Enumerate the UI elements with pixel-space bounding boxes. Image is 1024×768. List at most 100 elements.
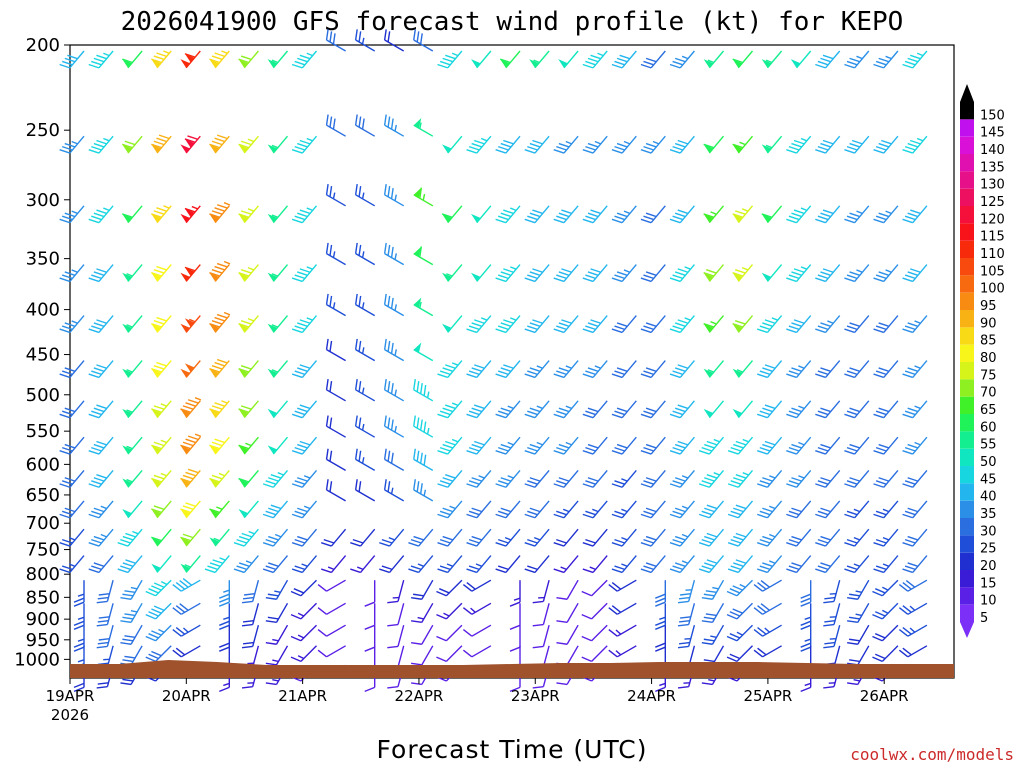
wind-barb (325, 242, 346, 266)
wind-barb (241, 625, 260, 649)
wind-barb (411, 579, 434, 600)
wind-barb (757, 360, 783, 379)
wind-barb (815, 436, 841, 455)
wind-barb (495, 555, 521, 574)
x-tick-label: 24APR (627, 687, 676, 705)
wind-barb (524, 264, 550, 283)
legend-label: 145 (980, 126, 1005, 141)
wind-barb (509, 580, 521, 607)
ground-fill (70, 660, 954, 678)
legend-swatch (960, 275, 974, 293)
y-tick-label: 800 (26, 564, 60, 585)
wind-barb (350, 528, 376, 547)
wind-barb (727, 500, 754, 519)
x-tick-label: 22APR (395, 687, 444, 705)
legend-label: 85 (980, 334, 997, 349)
wind-barb (703, 360, 725, 378)
wind-barb (611, 50, 637, 69)
wind-barb (437, 555, 463, 574)
legend-swatch (960, 327, 974, 345)
wind-barb (815, 555, 841, 574)
wind-barb (88, 315, 114, 334)
wind-barb (757, 436, 783, 455)
wind-barb (120, 602, 143, 624)
wind-barb (354, 379, 376, 402)
wind-barb (238, 50, 259, 69)
wind-barb (262, 555, 289, 574)
wind-barb (611, 528, 637, 547)
wind-barb (800, 580, 812, 607)
wind-barb (122, 264, 143, 282)
wind-barb (582, 50, 608, 69)
wind-barb (844, 500, 870, 519)
wind-barb (151, 400, 172, 419)
wind-barb (582, 400, 608, 419)
wind-barb (669, 436, 695, 455)
wind-barb (145, 645, 172, 662)
wind-barb (698, 469, 725, 488)
wind-barb (786, 500, 812, 519)
legend-label: 75 (980, 368, 997, 383)
legend-label: 70 (980, 386, 997, 401)
wind-barb (556, 624, 579, 645)
wind-barb (703, 264, 725, 282)
wind-barb (88, 528, 114, 547)
wind-barb (209, 311, 231, 333)
wind-barb (800, 625, 812, 652)
wind-barb (655, 603, 666, 630)
wind-barb (219, 580, 231, 607)
wind-barb (608, 579, 637, 592)
wind-barb (436, 579, 463, 597)
wind-barb (815, 264, 841, 283)
wind-barb (815, 205, 841, 224)
credit-link[interactable]: coolwx.com/models (850, 745, 1014, 764)
wind-barb (582, 528, 608, 547)
wind-barb (582, 555, 608, 574)
wind-barb (387, 625, 405, 649)
wind-barb (698, 436, 725, 455)
wind-barb (902, 205, 928, 224)
wind-barb (317, 624, 346, 637)
wind-barb (291, 528, 318, 547)
wind-barb (180, 205, 201, 224)
wind-barb (753, 624, 782, 637)
legend-swatch (960, 396, 974, 414)
wind-barb (238, 315, 259, 333)
wind-barb (267, 436, 289, 455)
wind-barb (611, 205, 637, 224)
wind-barb (241, 603, 260, 627)
wind-barb (815, 400, 841, 419)
wind-barb (291, 436, 318, 455)
wind-barb (383, 338, 405, 362)
wind-barb (471, 205, 492, 224)
wind-barb (325, 29, 346, 52)
wind-barb (151, 555, 172, 573)
wind-barb (640, 555, 666, 574)
legend-swatch (960, 188, 974, 206)
wind-barb (238, 436, 259, 455)
wind-barb (471, 50, 492, 69)
legend-label: 135 (980, 160, 1005, 175)
wind-barb (898, 602, 928, 615)
y-tick-label: 550 (26, 421, 60, 442)
wind-barb (59, 500, 85, 519)
legend-label: 150 (980, 108, 1005, 123)
wind-barb (88, 360, 114, 379)
wind-barb (325, 184, 346, 207)
wind-barb (267, 315, 289, 333)
wind-barb (59, 400, 85, 419)
wind-barb (325, 379, 346, 402)
wind-barb (209, 500, 230, 519)
wind-barb (640, 205, 666, 224)
legend-swatch (960, 136, 974, 154)
wind-barb (640, 436, 666, 455)
wind-barb (677, 580, 696, 604)
wind-barb (466, 360, 492, 379)
wind-barb (151, 469, 172, 488)
wind-barb (88, 555, 114, 574)
wind-barb (495, 360, 521, 379)
wind-barb (408, 528, 434, 547)
wind-barb (844, 135, 870, 154)
wind-barb (172, 602, 201, 615)
wind-barb (581, 579, 608, 597)
